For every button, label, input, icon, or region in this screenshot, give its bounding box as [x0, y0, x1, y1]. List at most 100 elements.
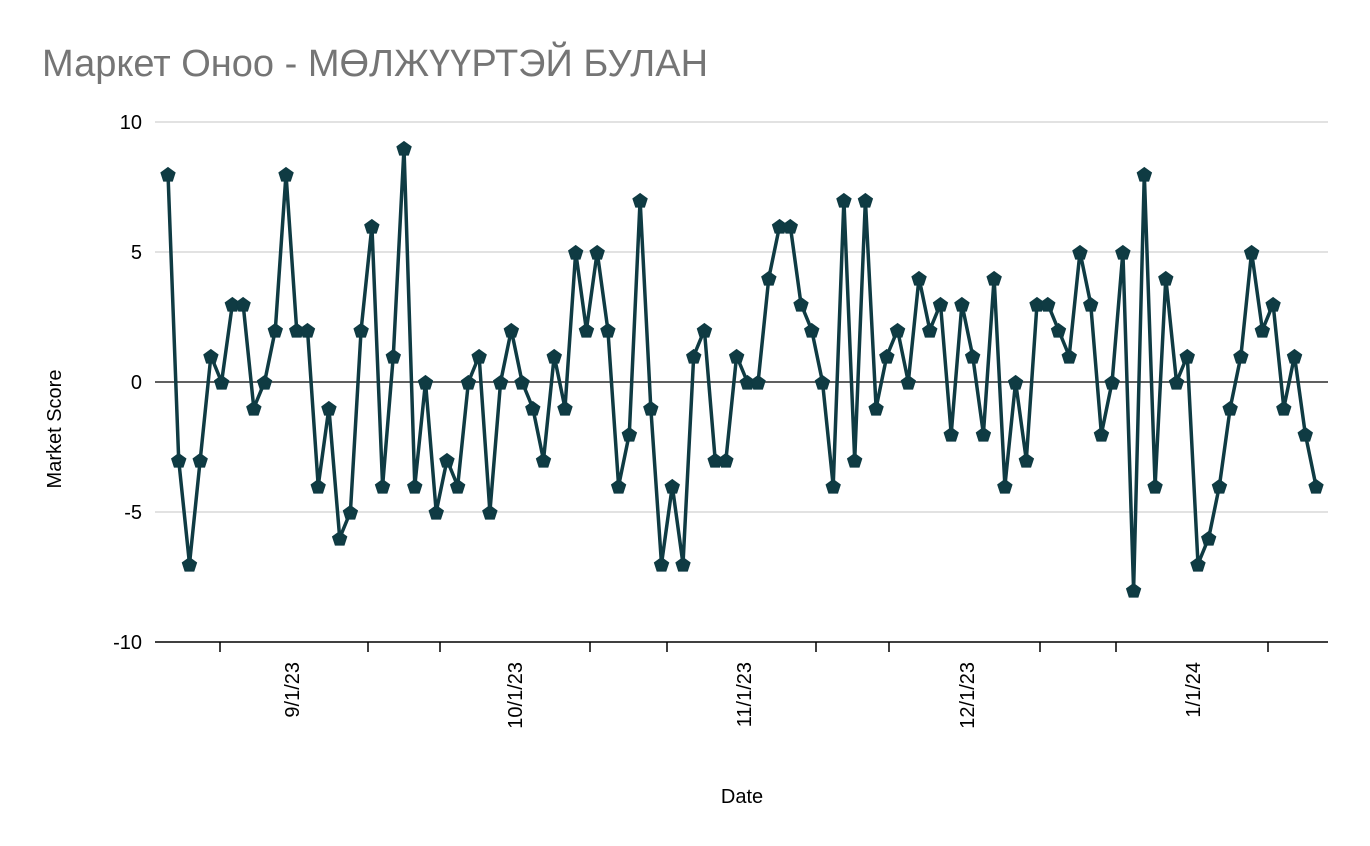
y-tick-label: 0	[131, 372, 142, 394]
data-point	[1040, 296, 1056, 312]
data-point	[1276, 400, 1292, 416]
data-point	[1243, 244, 1260, 260]
data-point	[471, 348, 487, 364]
data-point	[964, 348, 981, 364]
data-point	[932, 296, 949, 312]
data-point	[804, 322, 820, 338]
y-tick-label: 5	[131, 242, 142, 264]
data-point	[171, 452, 187, 468]
data-point	[900, 374, 916, 390]
data-point	[353, 322, 369, 338]
data-point	[868, 400, 884, 416]
data-point	[696, 322, 713, 338]
data-point	[439, 452, 455, 468]
data-point	[922, 322, 938, 338]
data-point	[1168, 374, 1185, 390]
x-axis-ticks: 9/1/23 10/1/23 11/1/23 12/1/23 1/1/24	[219, 642, 1269, 729]
data-point	[1158, 270, 1174, 286]
data-point	[1093, 426, 1110, 442]
series-market-score	[160, 140, 1324, 598]
data-point	[1115, 244, 1131, 260]
data-point	[331, 530, 348, 546]
data-point	[1233, 348, 1249, 364]
x-tick-label: 11/1/23	[734, 662, 756, 727]
data-point	[374, 478, 391, 494]
data-point	[686, 348, 702, 364]
data-point	[675, 556, 691, 572]
data-point	[1007, 374, 1024, 390]
data-point	[364, 218, 380, 234]
data-point	[943, 426, 959, 442]
data-point	[1222, 400, 1238, 416]
data-point	[653, 556, 670, 572]
data-point	[1265, 296, 1281, 312]
x-tick-label: 1/1/24	[1183, 662, 1205, 718]
data-point	[782, 218, 798, 234]
data-point	[514, 374, 530, 390]
data-point	[482, 504, 498, 520]
data-point	[728, 348, 745, 364]
y-tick-label: -5	[124, 502, 142, 524]
data-point	[568, 244, 584, 260]
data-point	[267, 322, 283, 338]
data-point	[1147, 478, 1163, 494]
data-point	[407, 478, 423, 494]
data-point	[761, 270, 777, 286]
data-point	[1254, 322, 1271, 338]
data-point	[256, 374, 273, 390]
data-point	[1125, 582, 1142, 598]
data-point	[954, 296, 970, 312]
data-point	[1179, 348, 1195, 364]
x-tick-label: 9/1/23	[282, 662, 304, 718]
x-tick-label: 10/1/23	[505, 662, 527, 729]
data-point	[632, 192, 648, 208]
data-point	[750, 374, 766, 390]
data-point	[417, 374, 434, 390]
data-point	[428, 504, 444, 520]
data-point	[997, 478, 1013, 494]
data-point	[718, 452, 734, 468]
data-point	[1061, 348, 1077, 364]
data-point	[610, 478, 627, 494]
data-point	[836, 192, 852, 208]
y-axis-label: Market Score	[44, 370, 66, 489]
x-tick-label: 12/1/23	[957, 662, 979, 729]
data-point	[321, 400, 337, 416]
data-point	[621, 426, 638, 442]
data-point	[578, 322, 595, 338]
data-point	[1104, 374, 1120, 390]
data-point	[1286, 348, 1303, 364]
data-point	[1050, 322, 1067, 338]
data-point	[246, 400, 262, 416]
data-point	[589, 244, 605, 260]
data-point	[449, 478, 466, 494]
data-point	[213, 374, 230, 390]
x-axis-label: Date	[721, 786, 763, 808]
chart-title: Маркет Оноо - МӨЛЖҮҮРТЭЙ БУЛАН	[42, 40, 708, 85]
data-point	[385, 348, 401, 364]
data-point	[879, 348, 895, 364]
data-point	[793, 296, 809, 312]
data-point	[825, 478, 841, 494]
data-point	[664, 478, 680, 494]
data-point	[192, 452, 208, 468]
data-point	[492, 374, 509, 390]
data-point	[503, 322, 520, 338]
data-point	[1211, 478, 1228, 494]
data-point	[1190, 556, 1206, 572]
data-point	[546, 348, 562, 364]
data-point	[1297, 426, 1313, 442]
data-point	[299, 322, 316, 338]
data-point	[643, 400, 659, 416]
data-point	[278, 166, 294, 182]
data-point	[310, 478, 326, 494]
data-point	[460, 374, 477, 390]
series-line	[166, 147, 1318, 591]
y-tick-label: 10	[120, 112, 142, 134]
y-axis-ticks: 10 5 0 -5 -10	[113, 112, 142, 654]
data-point	[846, 452, 863, 468]
data-point	[1083, 296, 1099, 312]
data-point	[160, 166, 176, 182]
data-point	[203, 348, 219, 364]
